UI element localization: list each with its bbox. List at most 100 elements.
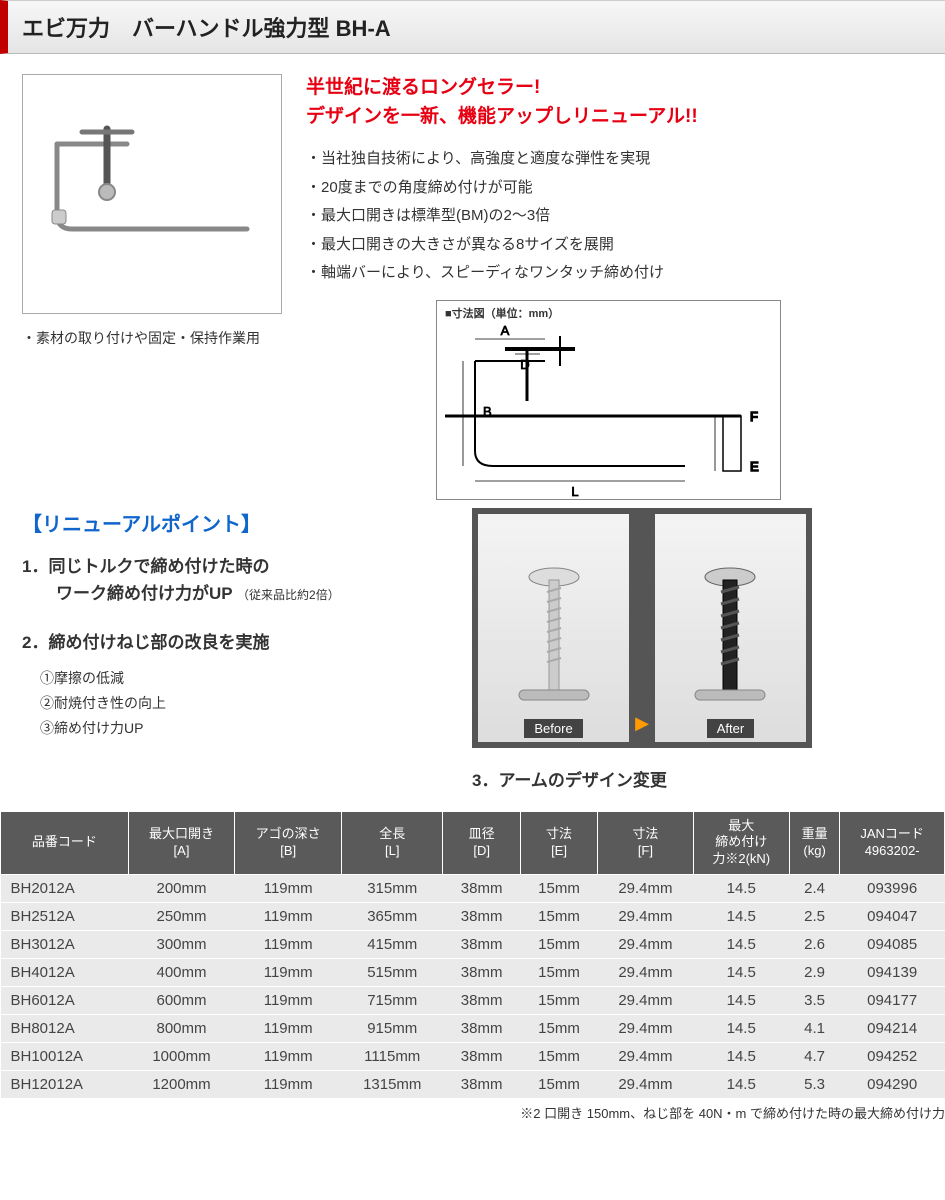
table-cell: 29.4mm [598,875,693,903]
table-cell: 094252 [840,1043,945,1071]
point1-line1: 1．同じトルクで締め付けた時の [22,557,269,576]
svg-text:F: F [750,409,758,424]
renewal-heading: 【リニューアルポイント】 [22,508,422,537]
table-cell: 1115mm [342,1043,443,1071]
table-row: BH12012A1200mm119mm1315mm38mm15mm29.4mm1… [1,1071,945,1099]
table-cell: 15mm [520,987,597,1015]
table-body: BH2012A200mm119mm315mm38mm15mm29.4mm14.5… [1,875,945,1099]
feature-item: ・20度までの角度締め付けが可能 [306,174,781,203]
clamp-illustration [37,114,267,274]
svg-text:E: E [750,459,759,474]
before-label: Before [524,719,582,738]
table-cell: 29.4mm [598,1043,693,1071]
table-cell: 29.4mm [598,903,693,931]
table-header: 寸法[F] [598,811,693,875]
table-cell: 29.4mm [598,931,693,959]
before-screw-icon [509,562,599,742]
table-cell: BH2512A [1,903,129,931]
table-cell: 38mm [443,931,520,959]
table-cell: 15mm [520,1071,597,1099]
table-cell: 29.4mm [598,987,693,1015]
feature-item: ・最大口開きの大きさが異なる8サイズを展開 [306,231,781,260]
point3-title: 3．アームのデザイン変更 [472,766,812,791]
table-cell: 119mm [235,1015,342,1043]
dim-diagram-title: ■寸法図（単位：mm） [445,305,772,321]
table-cell: 29.4mm [598,1015,693,1043]
feature-list: ・当社独自技術により、高強度と適度な弾性を実現 ・20度までの角度締め付けが可能… [306,145,781,288]
headline-line1: 半世紀に渡るロングセラー! [306,77,540,98]
table-cell: 15mm [520,1043,597,1071]
table-cell: BH6012A [1,987,129,1015]
table-cell: BH3012A [1,931,129,959]
table-row: BH10012A1000mm119mm1115mm38mm15mm29.4mm1… [1,1043,945,1071]
before-panel: Before [478,514,629,742]
table-cell: 38mm [443,987,520,1015]
arrow-icon: ▶ [635,713,649,734]
table-cell: 094177 [840,987,945,1015]
table-cell: 1000mm [128,1043,235,1071]
headline-line2: デザインを一新、機能アップしリニューアル!! [306,106,698,127]
table-cell: 119mm [235,931,342,959]
table-row: BH2512A250mm119mm365mm38mm15mm29.4mm14.5… [1,903,945,931]
table-cell: 365mm [342,903,443,931]
spec-table: 品番コード最大口開き[A]アゴの深さ[B]全長[L]皿径[D]寸法[E]寸法[F… [0,811,945,1100]
table-cell: 15mm [520,875,597,903]
table-cell: 250mm [128,903,235,931]
table-cell: 094047 [840,903,945,931]
table-cell: 4.7 [789,1043,839,1071]
table-cell: 119mm [235,903,342,931]
table-header: 最大口開き[A] [128,811,235,875]
table-cell: 300mm [128,931,235,959]
after-label: After [707,719,754,738]
mid-row: 【リニューアルポイント】 1．同じトルクで締め付けた時の ワーク締め付け力がUP… [22,508,923,791]
after-screw-icon [685,562,775,742]
table-cell: 715mm [342,987,443,1015]
table-cell: 094085 [840,931,945,959]
table-cell: 915mm [342,1015,443,1043]
svg-text:D: D [520,357,529,372]
table-cell: 38mm [443,1043,520,1071]
table-cell: 119mm [235,959,342,987]
headline: 半世紀に渡るロングセラー! デザインを一新、機能アップしリニューアル!! [306,74,781,131]
table-header: 全長[L] [342,811,443,875]
table-cell: BH8012A [1,1015,129,1043]
table-cell: 38mm [443,1071,520,1099]
table-row: BH3012A300mm119mm415mm38mm15mm29.4mm14.5… [1,931,945,959]
table-cell: 38mm [443,1015,520,1043]
top-row: ・素材の取り付けや固定・保持作業用 半世紀に渡るロングセラー! デザインを一新、… [22,74,923,500]
table-header: 品番コード [1,811,129,875]
table-cell: 415mm [342,931,443,959]
table-row: BH4012A400mm119mm515mm38mm15mm29.4mm14.5… [1,959,945,987]
dimension-diagram: ■寸法図（単位：mm） A D [436,300,781,500]
point1-title: 1．同じトルクで締め付けた時の ワーク締め付け力がUP （従来品比約2倍） [22,553,422,607]
table-cell: 14.5 [693,1071,789,1099]
table-cell: 1315mm [342,1071,443,1099]
table-cell: 119mm [235,987,342,1015]
point1-sub: （従来品比約2倍） [237,588,340,602]
svg-text:A: A [501,323,510,338]
table-cell: 29.4mm [598,959,693,987]
table-cell: 15mm [520,959,597,987]
table-cell: BH2012A [1,875,129,903]
table-cell: 14.5 [693,1015,789,1043]
table-cell: 119mm [235,1071,342,1099]
table-cell: 5.3 [789,1071,839,1099]
table-cell: 2.5 [789,903,839,931]
table-cell: 2.6 [789,931,839,959]
table-cell: 119mm [235,875,342,903]
sub-item: ②耐焼付き性の向上 [40,691,422,716]
table-cell: 38mm [443,903,520,931]
table-cell: 093996 [840,875,945,903]
table-cell: 4.1 [789,1015,839,1043]
table-cell: 2.4 [789,875,839,903]
table-cell: BH10012A [1,1043,129,1071]
table-cell: 15mm [520,931,597,959]
table-cell: 14.5 [693,959,789,987]
table-cell: 119mm [235,1043,342,1071]
table-header: JANコード4963202- [840,811,945,875]
table-row: BH8012A800mm119mm915mm38mm15mm29.4mm14.5… [1,1015,945,1043]
table-cell: 094290 [840,1071,945,1099]
table-header: 最大締め付け力※2(kN) [693,811,789,875]
sub-item: ③締め付け力UP [40,716,422,741]
table-cell: 14.5 [693,1043,789,1071]
